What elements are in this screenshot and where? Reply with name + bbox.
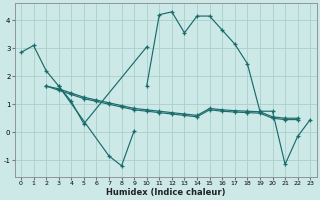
X-axis label: Humidex (Indice chaleur): Humidex (Indice chaleur)	[106, 188, 225, 197]
